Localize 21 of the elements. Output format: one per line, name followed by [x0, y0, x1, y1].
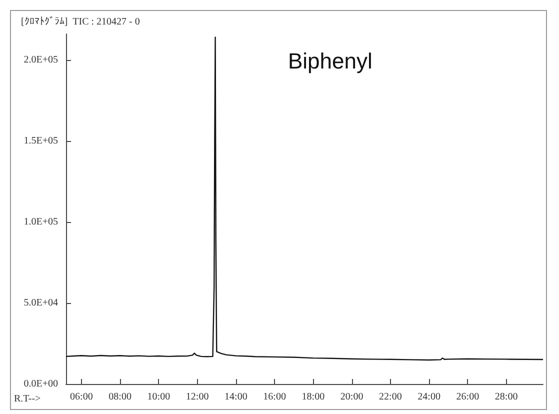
x-tick-label: 16:00 [263, 392, 286, 402]
x-axis-title: R.T--> [14, 394, 42, 404]
x-tick-label: 14:00 [224, 392, 248, 402]
y-tick-label: 2.0E+05 [24, 54, 58, 66]
y-tick-label: 5.0E+04 [24, 297, 58, 308]
x-tick-label: 06:00 [70, 392, 93, 402]
y-tick-label: 0.0E+00 [24, 378, 58, 390]
y-tick-label: 1.0E+05 [24, 216, 58, 228]
x-tick-label: 22:00 [379, 392, 402, 402]
y-tick-label: 1.5E+05 [24, 135, 58, 146]
line-series [65, 36, 544, 361]
x-tick-label: 10:00 [147, 392, 170, 402]
x-tick-label: 08:00 [108, 392, 132, 402]
x-tick-label: 12:00 [186, 392, 209, 402]
x-tick-label: 24:00 [418, 392, 440, 402]
x-tick-label: 20:00 [340, 392, 364, 402]
x-tick-label: 28:00 [494, 392, 518, 402]
chart-title: [ｸﾛﾏﾄｸﾞﾗﾑ] TIC : 210427 - 0 [21, 16, 140, 28]
x-tick-label: 18:00 [302, 392, 325, 402]
annotation: Biphenyl [288, 48, 372, 74]
x-tick-label: 26:00 [456, 392, 480, 402]
